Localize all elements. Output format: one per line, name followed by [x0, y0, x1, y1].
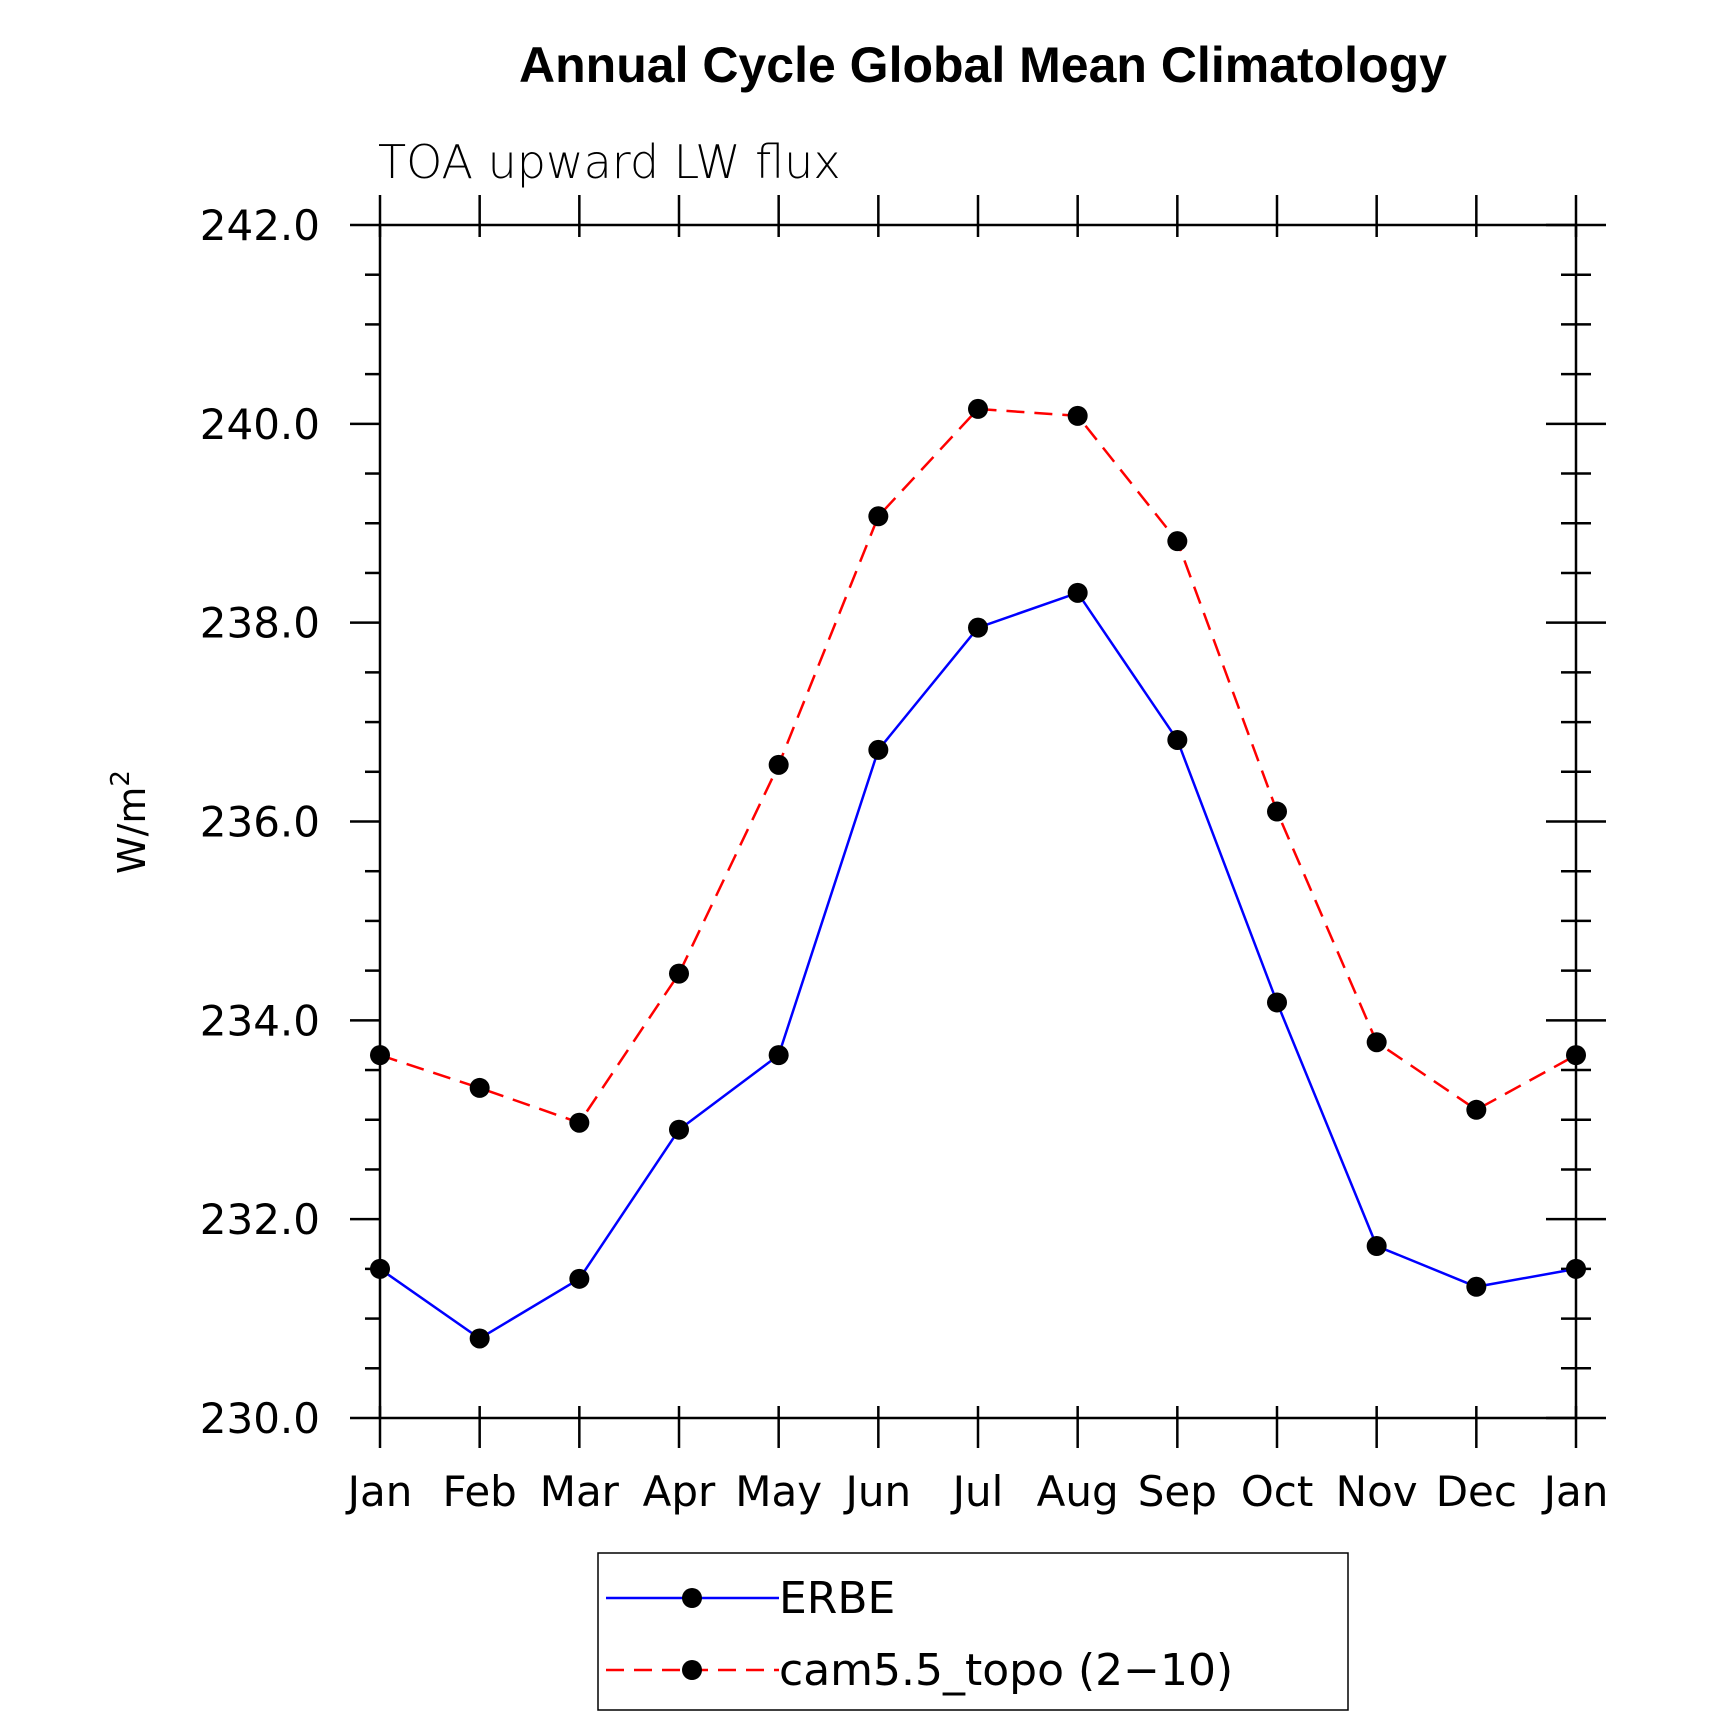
chart-title: Annual Cycle Global Mean Climatology [519, 37, 1447, 93]
chart-subtitle: TOA upward LW flux [378, 135, 841, 189]
data-point-erbe [868, 739, 889, 760]
axes: 230.0 232.0 234.0 236.0 238.0 240.0 242.0 Jan Fe… [200, 195, 1609, 1516]
data-point-cam5 [1566, 1045, 1586, 1066]
data-point-cam5 [868, 506, 889, 527]
legend-label-cam: cam5.5_topo (2−10) [779, 1645, 1233, 1696]
data-point-erbe [469, 1328, 490, 1349]
x-tick-label: Apr [643, 1467, 716, 1516]
y-tick-label: 236.0 [200, 798, 320, 847]
data-point-erbe [1366, 1236, 1387, 1257]
data-point-cam5 [569, 1112, 590, 1133]
y-tick-label: 238.0 [200, 599, 320, 648]
data-point-cam5 [1267, 801, 1287, 822]
y-tick-label: 242.0 [200, 201, 320, 250]
series-layer [370, 398, 1586, 1349]
x-tick-label: Jun [843, 1467, 912, 1516]
y-axis-label-main: W/m [110, 787, 154, 874]
series-line-cam5 [379, 407, 1577, 1125]
data-point-cam5 [1366, 1032, 1387, 1053]
y-axis-label-superscript: 2 [106, 770, 136, 787]
data-point-erbe [569, 1268, 590, 1289]
legend-marker-erbe [682, 1588, 702, 1608]
data-point-cam5 [1167, 531, 1188, 552]
y-tick-label: 234.0 [200, 996, 320, 1045]
data-point-erbe [968, 617, 988, 638]
y-tick-label: 240.0 [200, 400, 320, 449]
data-point-cam5 [1067, 405, 1088, 426]
legend: ERBE cam5.5_topo (2−10) [597, 1552, 1349, 1711]
data-point-erbe [768, 1045, 789, 1066]
x-tick-label: Jan [345, 1467, 413, 1516]
x-tick-label: Jul [950, 1467, 1004, 1516]
data-point-cam5 [469, 1077, 490, 1098]
x-tick-label: Dec [1436, 1467, 1517, 1516]
data-point-erbe [1167, 729, 1188, 750]
legend-box [597, 1552, 1349, 1711]
x-tick-label: Mar [540, 1467, 620, 1516]
data-point-erbe [1466, 1276, 1487, 1297]
y-tick-label: 232.0 [200, 1195, 320, 1244]
series-line-erbe [379, 591, 1577, 1340]
x-tick-label: Sep [1138, 1467, 1217, 1516]
x-tick-label: Jan [1541, 1467, 1609, 1516]
data-point-erbe [1267, 992, 1287, 1013]
legend-label-erbe: ERBE [779, 1573, 895, 1624]
x-tick-label: Nov [1336, 1467, 1418, 1516]
data-point-cam5 [768, 754, 789, 775]
data-point-cam5 [1466, 1099, 1487, 1120]
x-tick-label: May [735, 1467, 822, 1516]
data-point-erbe [370, 1258, 390, 1279]
data-point-cam5 [968, 398, 988, 419]
x-tick-label: Oct [1241, 1467, 1314, 1516]
y-tick-label: 230.0 [200, 1394, 320, 1443]
x-tick-label: Aug [1037, 1467, 1119, 1516]
data-point-erbe [1566, 1258, 1586, 1279]
data-point-erbe [669, 1119, 689, 1140]
y-axis-label: W/m2 [106, 770, 154, 874]
data-point-cam5 [370, 1045, 390, 1066]
legend-marker-cam [682, 1660, 702, 1680]
x-tick-label: Feb [442, 1467, 516, 1516]
data-point-erbe [1067, 582, 1088, 603]
data-point-cam5 [669, 963, 689, 984]
